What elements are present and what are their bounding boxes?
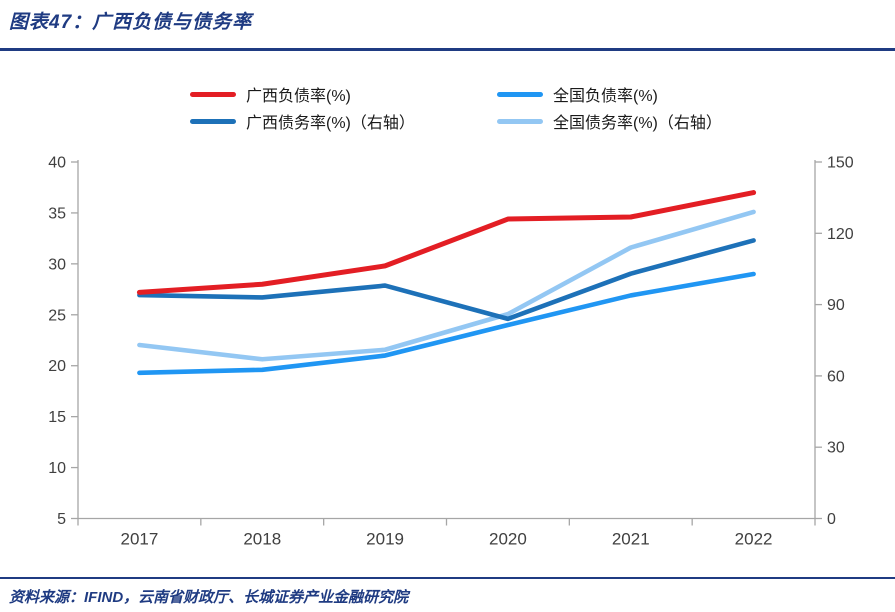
series-line: [137, 238, 756, 322]
right-axis-tick-label: 150: [827, 155, 854, 172]
title-divider: [0, 48, 895, 51]
legend-label: 全国负债率(%): [553, 88, 658, 105]
legend-swatch: [497, 118, 543, 124]
chart-title: 图表47：广西负债与债务率: [9, 12, 253, 33]
chart-legend: 广西负债率(%) 全国负债率(%) 广西债务率(%)（右轴） 全国债务率(%)（右轴）: [0, 0, 895, 140]
left-axis-tick-label: 25: [48, 307, 66, 324]
legend-swatch: [190, 91, 236, 97]
left-axis-tick-label: 5: [57, 511, 66, 528]
x-axis-category-label: 2021: [612, 530, 650, 549]
right-axis-tick-label: 90: [827, 297, 845, 314]
left-axis-tick-label: 10: [48, 460, 66, 477]
x-axis-category-label: 2022: [735, 530, 773, 549]
left-axis-tick-label: 30: [48, 256, 66, 273]
source-note: 资料来源：IFIND，云南省财政厅、长城证券产业金融研究院: [9, 589, 409, 606]
legend-item: 广西负债率(%): [190, 81, 351, 107]
legend-label: 广西负债率(%): [246, 88, 351, 105]
left-axis-tick-label: 15: [48, 409, 66, 426]
left-axis-tick-label: 35: [48, 205, 66, 222]
legend-item: 全国债务率(%)（右轴）: [497, 108, 722, 134]
x-axis-category-label: 2019: [366, 530, 404, 549]
left-axis-tick-label: 40: [48, 155, 66, 172]
right-axis-tick-label: 120: [827, 226, 854, 243]
legend-label: 广西债务率(%)（右轴）: [246, 115, 415, 132]
left-axis-tick-label: 20: [48, 358, 66, 375]
series-line: [137, 209, 756, 362]
right-axis-tick-label: 60: [827, 368, 845, 385]
legend-swatch: [497, 91, 543, 97]
x-axis-category-label: 2018: [243, 530, 281, 549]
right-axis-tick-label: 0: [827, 511, 836, 528]
right-axis-tick-label: 30: [827, 440, 845, 457]
x-axis-category-label: 2020: [489, 530, 527, 549]
series-line: [136, 190, 757, 295]
x-axis-category-label: 2017: [121, 530, 159, 549]
footer-divider: [0, 577, 895, 579]
series-line: [137, 271, 756, 376]
legend-item: 广西债务率(%)（右轴）: [190, 108, 415, 134]
line-chart: 40 35 30 25 20 15 10 5 150 120 90 60 30 0 2017 2018 2019…: [48, 155, 854, 549]
legend-swatch: [190, 118, 236, 124]
legend-item: 全国负债率(%): [497, 81, 658, 107]
legend-label: 全国债务率(%)（右轴）: [553, 115, 722, 132]
